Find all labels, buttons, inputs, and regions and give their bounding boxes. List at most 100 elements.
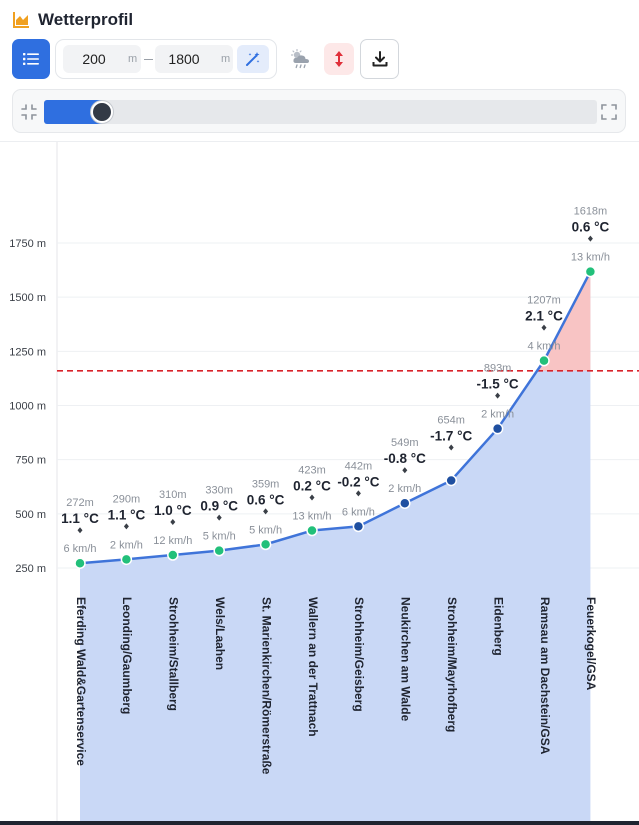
max-elevation-unit: m	[221, 53, 231, 65]
bottom-bar	[0, 821, 639, 825]
expand-icon[interactable]	[601, 104, 617, 120]
y-tick-label: 1250 m	[9, 346, 46, 358]
arrows-up-down-icon	[335, 51, 343, 67]
station-name-label: Strohheim/Mayrhofberg	[445, 597, 459, 732]
temperature-label: -0.2 °C	[337, 474, 379, 489]
y-tick-label: 1000 m	[9, 401, 46, 413]
chart-svg: 250 m 500 m 750 m 1000 m 1250 m 1500 m 1750 m 6…	[9, 142, 639, 822]
station-name-label: Neukirchen am Walde	[399, 597, 413, 722]
temperature-label: 1.1 °C	[61, 511, 99, 526]
max-elevation-input[interactable]: 1800	[168, 51, 200, 67]
toolbar: 200 m 1800 m	[12, 39, 402, 79]
temperature-label: 1.1 °C	[108, 507, 146, 522]
area-fill	[80, 271, 591, 822]
download-button[interactable]	[360, 39, 399, 79]
y-tick-label: 1500 m	[9, 292, 46, 304]
list-icon	[23, 53, 39, 65]
wind-direction-icon	[309, 494, 315, 501]
wind-direction-icon	[77, 527, 83, 534]
station-name-label: Wallern an der Trattnach	[306, 597, 320, 737]
min-elevation-field[interactable]: 200 m	[63, 45, 141, 73]
elevation-label: 442m	[345, 460, 373, 472]
temperature-label: -1.7 °C	[430, 428, 472, 443]
elevation-label: 290m	[113, 493, 141, 505]
wind-direction-icon	[541, 324, 547, 331]
station-marker	[352, 520, 365, 533]
station-marker	[584, 265, 597, 278]
elevation-range: 200 m 1800 m	[55, 39, 277, 79]
app-header: Wetterprofil	[12, 8, 133, 32]
temperature-label: 0.6 °C	[247, 492, 285, 507]
station-marker	[74, 557, 86, 569]
station-marker	[120, 553, 133, 566]
elevation-label: 310m	[159, 489, 187, 501]
vertical-profile-button[interactable]	[324, 43, 354, 75]
wind-direction-icon	[216, 514, 222, 521]
wind-speed-label: 13 km/h	[571, 252, 610, 264]
max-elevation-field[interactable]: 1800 m	[155, 45, 233, 73]
station-name-label: Feuerkogel/GSA	[584, 597, 598, 691]
elevation-label: 359m	[252, 478, 280, 490]
elevation-label: 654m	[437, 414, 465, 426]
station-name-label: St. Marienkirchen/Römerstraße	[259, 597, 273, 775]
wind-speed-label: 5 km/h	[249, 524, 282, 536]
slider-handle[interactable]	[91, 101, 114, 123]
wind-speed-label: 6 km/h	[63, 543, 96, 555]
wind-speed-label: 6 km/h	[342, 506, 375, 518]
wind-speed-label: 13 km/h	[292, 511, 331, 523]
station-marker	[213, 544, 225, 557]
wind-speed-label: 2 km/h	[481, 409, 514, 421]
station-name-label: Strohheim/Stallberg	[167, 597, 181, 711]
temperature-label: 0.6 °C	[572, 220, 610, 235]
y-tick-label: 1750 m	[9, 238, 46, 250]
area-chart-icon	[13, 12, 29, 28]
elevation-label: 549m	[391, 437, 419, 449]
station-marker	[399, 497, 411, 509]
y-tick-label: 750 m	[15, 455, 46, 467]
elevation-label: 1618m	[574, 206, 608, 218]
wind-speed-label: 4 km/h	[527, 341, 560, 353]
wind-direction-icon	[123, 523, 129, 530]
collapse-icon[interactable]	[21, 104, 37, 120]
station-marker	[445, 474, 457, 487]
temperature-label: 2.1 °C	[525, 309, 563, 324]
cloud-sun-rain-icon[interactable]	[290, 49, 312, 69]
weather-profile-chart: 250 m 500 m 750 m 1000 m 1250 m 1500 m 1750 m 6…	[0, 141, 639, 822]
station-name-label: Strohheim/Geisberg	[352, 597, 366, 712]
elevation-label: 330m	[205, 485, 233, 497]
above-threshold-fill	[537, 271, 591, 371]
temperature-label: -0.8 °C	[384, 451, 426, 466]
temperature-label: 1.0 °C	[154, 503, 192, 518]
elevation-label: 272m	[66, 497, 94, 509]
wind-direction-icon	[495, 392, 501, 399]
station-marker	[491, 422, 504, 435]
min-elevation-unit: m	[128, 53, 138, 65]
slider-track[interactable]	[44, 100, 597, 124]
wind-direction-icon	[355, 490, 361, 497]
list-view-button[interactable]	[12, 39, 50, 79]
page-title: Wetterprofil	[38, 10, 134, 29]
station-name-label: Leonding/Gaumberg	[120, 597, 134, 714]
station-marker	[259, 538, 272, 551]
y-tick-label: 250 m	[15, 563, 46, 575]
station-name-label: Eferding Wald&Gartenservice	[74, 597, 88, 766]
wind-direction-icon	[448, 444, 454, 451]
elevation-label: 893m	[484, 363, 512, 375]
wind-direction-icon	[170, 519, 176, 525]
station-name-label: Ramsau am Dachstein/GSA	[538, 597, 552, 755]
temperature-label: 0.9 °C	[200, 499, 238, 514]
wind-direction-icon	[587, 235, 593, 242]
station-marker	[538, 354, 550, 367]
range-separator	[144, 59, 153, 60]
range-slider-panel	[12, 89, 626, 133]
wind-direction-icon	[402, 467, 408, 474]
elevation-label: 1207m	[527, 295, 561, 307]
wind-direction-icon	[263, 508, 269, 515]
y-tick-label: 500 m	[15, 509, 46, 521]
auto-range-button[interactable]	[237, 45, 269, 73]
station-marker	[167, 549, 179, 561]
min-elevation-input[interactable]: 200	[82, 51, 106, 67]
station-name-label: Eidenberg	[491, 597, 505, 656]
station-marker	[306, 524, 318, 537]
elevation-line	[79, 271, 592, 565]
